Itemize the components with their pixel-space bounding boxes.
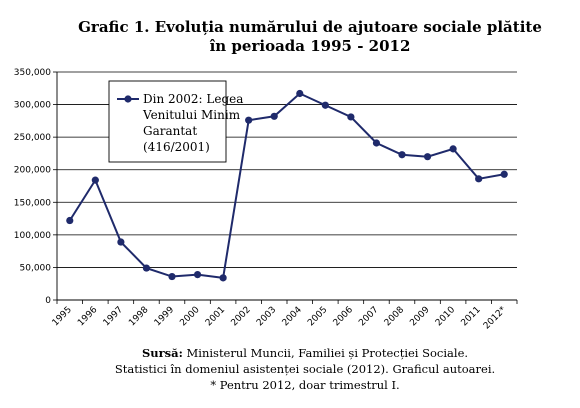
data-point [91, 176, 99, 184]
data-point [168, 272, 176, 281]
y-tick-label: 200,000 [14, 166, 51, 176]
x-tick-label: 2002 [230, 305, 253, 328]
series-line [66, 89, 508, 282]
legend-label-line: Garantat [143, 124, 197, 138]
x-tick-label: 2006 [332, 305, 355, 328]
x-tick-label: 1999 [153, 305, 176, 328]
data-point [142, 264, 151, 272]
data-point [398, 151, 406, 159]
x-tick-label: 2011 [460, 305, 483, 328]
x-tick-label: 2003 [255, 305, 278, 328]
legend-label-line: Din 2002: Legea [143, 92, 243, 106]
x-axis-ticks: 1995 1996 1997 1998 1999 2000 2001 2002 2003 2004… [51, 305, 509, 332]
data-point [117, 238, 125, 246]
y-tick-label: 350,000 [14, 68, 51, 78]
source-label: Sursă: [141, 346, 183, 360]
legend-marker-point [124, 95, 132, 103]
legend-label-line: (416/2001) [143, 140, 210, 154]
series-line-path [68, 92, 505, 279]
x-tick-label: 2004 [281, 305, 304, 328]
x-tick-label: 2012* [482, 305, 509, 332]
data-point [475, 175, 483, 183]
source-note: Sursă: Ministerul Muncii, Familiei și Pr… [70, 345, 540, 393]
data-point [500, 170, 508, 178]
x-tick-label: 2000 [178, 305, 201, 328]
data-point [66, 216, 74, 225]
chart-title-line-1: Grafic 1. Evoluția numărului de ajutoare… [78, 18, 542, 36]
source-line-2: Statistici în domeniul asistenței social… [114, 362, 496, 376]
x-tick-label: 2009 [408, 305, 431, 328]
data-point [219, 274, 227, 282]
axes [53, 71, 518, 304]
y-tick-label: 250,000 [14, 133, 51, 143]
data-point [321, 101, 329, 109]
chart-title: Grafic 1. Evoluția numărului de ajutoare… [60, 18, 560, 56]
source-line-1: Sursă: Ministerul Muncii, Familiei și Pr… [70, 345, 540, 361]
data-point [245, 116, 253, 124]
legend: Din 2002: Legea Venitului Minim Garantat (4… [108, 80, 243, 163]
y-axis-ticks: 0 50,000 100,000 150,000 200,000 250,000 300,0… [14, 68, 51, 306]
y-tick-label: 100,000 [14, 231, 51, 241]
x-tick-label: 1996 [76, 305, 99, 328]
chart-title-line-2: în perioada 1995 - 2012 [209, 37, 411, 55]
data-point [193, 270, 202, 279]
y-tick-label: 0 [45, 296, 51, 306]
x-tick-label: 2010 [434, 305, 457, 328]
y-tick-label: 300,000 [14, 101, 51, 111]
data-point [270, 112, 278, 120]
legend-box [108, 80, 227, 163]
x-tick-label: 1995 [51, 305, 74, 328]
data-point [372, 139, 381, 147]
data-point [423, 153, 432, 161]
source-line-1-text: Ministerul Muncii, Familiei și Protecție… [182, 346, 469, 360]
y-tick-label: 50,000 [20, 263, 52, 273]
line-chart: 0 50,000 100,000 150,000 200,000 250,000 300,0… [14, 68, 518, 332]
y-tick-label: 150,000 [14, 198, 51, 208]
x-tick-label: 2008 [383, 305, 406, 328]
x-tick-label: 2007 [357, 305, 380, 328]
source-line-3: * Pentru 2012, doar trimestrul I. [210, 378, 400, 392]
x-tick-label: 1997 [102, 305, 125, 328]
legend-label-line: Venitului Minim [142, 108, 241, 122]
x-tick-label: 2001 [204, 305, 227, 328]
data-point [449, 145, 457, 153]
data-point [296, 89, 304, 98]
data-point [347, 113, 355, 121]
x-tick-label: 2005 [306, 305, 329, 328]
x-tick-label: 1998 [127, 305, 150, 328]
